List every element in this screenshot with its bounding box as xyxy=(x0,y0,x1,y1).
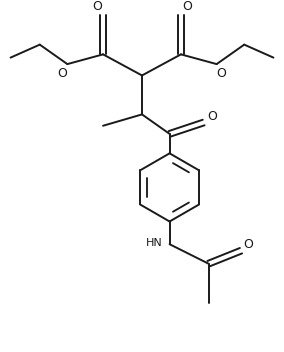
Text: HN: HN xyxy=(146,238,163,247)
Text: O: O xyxy=(243,238,253,251)
Text: O: O xyxy=(58,67,67,80)
Text: O: O xyxy=(92,0,102,13)
Text: O: O xyxy=(182,0,192,13)
Text: O: O xyxy=(217,67,226,80)
Text: O: O xyxy=(207,109,217,122)
